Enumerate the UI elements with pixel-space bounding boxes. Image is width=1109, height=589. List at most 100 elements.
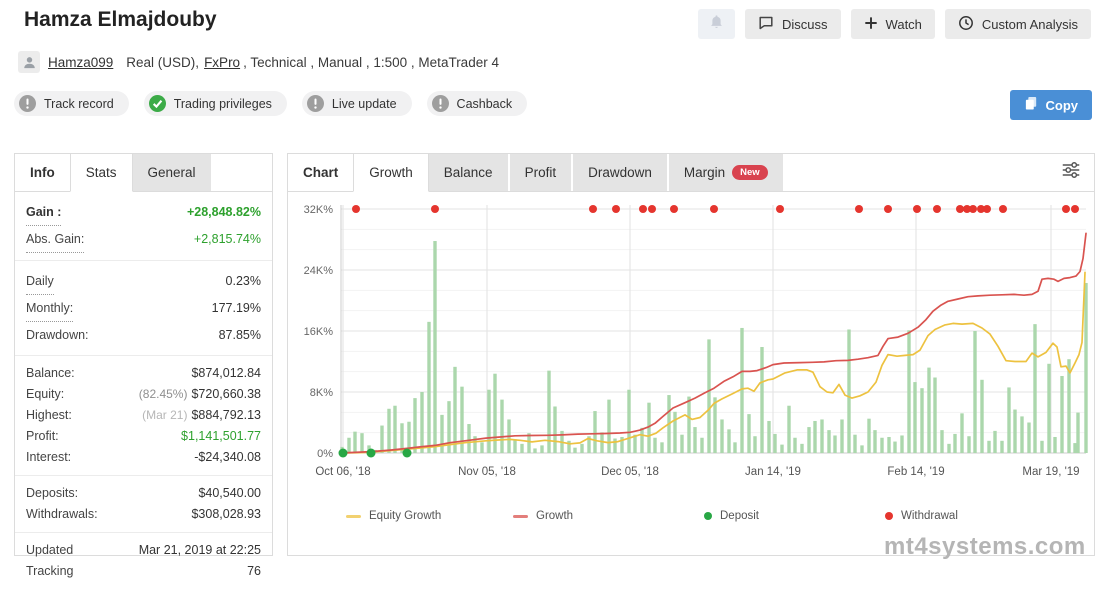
account-row: Hamza099 Real (USD), FxPro , Technical ,… xyxy=(18,51,499,73)
stats-value: 87.85% xyxy=(219,322,261,348)
withdrawal-dot xyxy=(639,205,647,213)
badge-cashback[interactable]: Cashback xyxy=(427,91,528,116)
account-info-suffix: , Technical , Manual , 1:500 , MetaTrade… xyxy=(243,55,499,70)
stats-value: $1,141,501.77 xyxy=(181,426,261,447)
stats-label: Interest: xyxy=(26,447,71,468)
withdrawal-dot xyxy=(983,205,991,213)
discuss-button[interactable]: Discuss xyxy=(745,9,841,39)
stats-value: Mar 21, 2019 at 22:25 xyxy=(139,540,261,561)
legend-label: Growth xyxy=(536,510,573,522)
watch-label: Watch xyxy=(886,17,922,32)
chat-icon xyxy=(758,15,774,34)
withdrawal-dot xyxy=(589,205,597,213)
stats-label[interactable]: Daily xyxy=(26,268,54,295)
withdrawal-dot xyxy=(999,205,1007,213)
withdrawal-dot xyxy=(710,205,718,213)
stats-group: Gain :+28,848.82%Abs. Gain:+2,815.74% xyxy=(15,192,272,261)
watermark: mt4systems.com xyxy=(884,533,1086,561)
chart-panel: ChartGrowthBalanceProfitDrawdownMarginNe… xyxy=(287,153,1095,556)
withdrawal-dot xyxy=(1062,205,1070,213)
stats-tabs: Info Stats General xyxy=(15,154,272,192)
stats-label: Updated xyxy=(26,540,73,561)
broker-link[interactable]: FxPro xyxy=(204,55,240,70)
badge-live-update[interactable]: Live update xyxy=(302,91,412,116)
badge-label: Trading privileges xyxy=(174,97,272,111)
withdrawal-dot xyxy=(956,205,964,213)
stats-tab-stats[interactable]: Stats xyxy=(70,154,133,192)
stats-row-abs-gain: Abs. Gain:+2,815.74% xyxy=(26,226,261,253)
y-tick-label: 32K% xyxy=(304,204,334,216)
notifications-button[interactable] xyxy=(698,9,735,39)
deposit-width-bars xyxy=(340,241,1087,453)
y-tick-label: 8K% xyxy=(310,387,333,399)
stats-label: Deposits: xyxy=(26,483,78,504)
avatar xyxy=(18,51,40,73)
stats-row-withdrawals: Withdrawals:$308,028.93 xyxy=(26,504,261,525)
account-info-prefix: Real (USD), xyxy=(126,55,199,70)
check-circle-icon xyxy=(149,95,166,112)
account-username-link[interactable]: Hamza099 xyxy=(48,55,113,70)
new-badge: New xyxy=(732,165,768,180)
stats-value: $874,012.84 xyxy=(191,363,261,384)
stats-value: (Mar 21)$884,792.13 xyxy=(142,405,261,426)
chart-tab-growth[interactable]: Growth xyxy=(353,154,429,192)
legend-item-withdrawal: Withdrawal xyxy=(885,510,958,522)
stats-value: 76 xyxy=(247,561,261,582)
withdrawal-dot xyxy=(776,205,784,213)
withdrawal-dot xyxy=(913,205,921,213)
y-tick-label: 24K% xyxy=(304,265,334,277)
withdrawal-dot xyxy=(933,205,941,213)
copy-label: Copy xyxy=(1046,98,1079,113)
deposit-dot xyxy=(339,449,348,458)
withdrawal-dot xyxy=(352,205,360,213)
stats-row-interest: Interest:-$24,340.08 xyxy=(26,447,261,468)
stats-label: Drawdown: xyxy=(26,322,89,348)
chart-tab-chart[interactable]: Chart xyxy=(288,154,353,191)
x-tick-label: Nov 05, '18 xyxy=(458,466,516,478)
badge-track-record[interactable]: Track record xyxy=(14,91,129,116)
y-tick-label: 0% xyxy=(317,448,333,460)
stats-label: Highest: xyxy=(26,405,72,426)
withdrawal-dot xyxy=(884,205,892,213)
withdrawal-dot xyxy=(670,205,678,213)
stats-group: Balance:$874,012.84Equity:(82.45%)$720,6… xyxy=(15,356,272,476)
tab-label: Info xyxy=(30,165,55,180)
stats-label: Equity: xyxy=(26,384,64,405)
stats-row-gain: Gain :+28,848.82% xyxy=(26,199,261,226)
watch-button[interactable]: Watch xyxy=(851,9,935,39)
legend-item-deposit: Deposit xyxy=(704,510,759,522)
chart-settings-button[interactable] xyxy=(1048,154,1094,191)
x-tick-label: Mar 19, '19 xyxy=(1022,466,1079,478)
custom-analysis-button[interactable]: Custom Analysis xyxy=(945,9,1091,39)
chart-tabs: ChartGrowthBalanceProfitDrawdown Margin Ne… xyxy=(288,154,1094,192)
stats-label[interactable]: Gain : xyxy=(26,199,61,226)
chart-tab-balance[interactable]: Balance xyxy=(429,154,508,191)
stats-tab-info[interactable]: Info xyxy=(15,154,70,191)
chart-tab-margin[interactable]: Margin New xyxy=(669,154,783,191)
custom-analysis-label: Custom Analysis xyxy=(982,17,1078,32)
copy-button[interactable]: Copy xyxy=(1010,90,1093,120)
badge-trading-privileges[interactable]: Trading privileges xyxy=(144,91,287,116)
stats-group: Daily0.23%Monthly:177.19%Drawdown:87.85% xyxy=(15,261,272,356)
badge-label: Cashback xyxy=(457,97,513,111)
stats-row-drawdown: Drawdown: 87.85% xyxy=(26,322,261,348)
x-tick-label: Feb 14, '19 xyxy=(887,466,944,478)
stats-label[interactable]: Abs. Gain: xyxy=(26,226,84,253)
legend-swatch xyxy=(704,512,712,520)
chart-tab-profit[interactable]: Profit xyxy=(510,154,572,191)
withdrawal-dot xyxy=(431,205,439,213)
deposit-dot xyxy=(367,449,376,458)
topbar: Discuss Watch Custom Analysis xyxy=(698,9,1091,39)
chart-tab-drawdown[interactable]: Drawdown xyxy=(573,154,667,191)
stats-label[interactable]: Monthly: xyxy=(26,295,73,322)
deposit-dot xyxy=(403,449,412,458)
tab-label: Margin xyxy=(684,165,725,180)
legend-label: Withdrawal xyxy=(901,510,958,522)
legend-swatch xyxy=(513,515,528,518)
stats-row-highest: Highest: (Mar 21)$884,792.13 xyxy=(26,405,261,426)
legend-swatch xyxy=(885,512,893,520)
stats-tab-general[interactable]: General xyxy=(133,154,211,191)
exclamation-circle-icon xyxy=(307,95,324,112)
tab-label: General xyxy=(148,165,196,180)
stats-value: (82.45%)$720,660.38 xyxy=(139,384,261,405)
